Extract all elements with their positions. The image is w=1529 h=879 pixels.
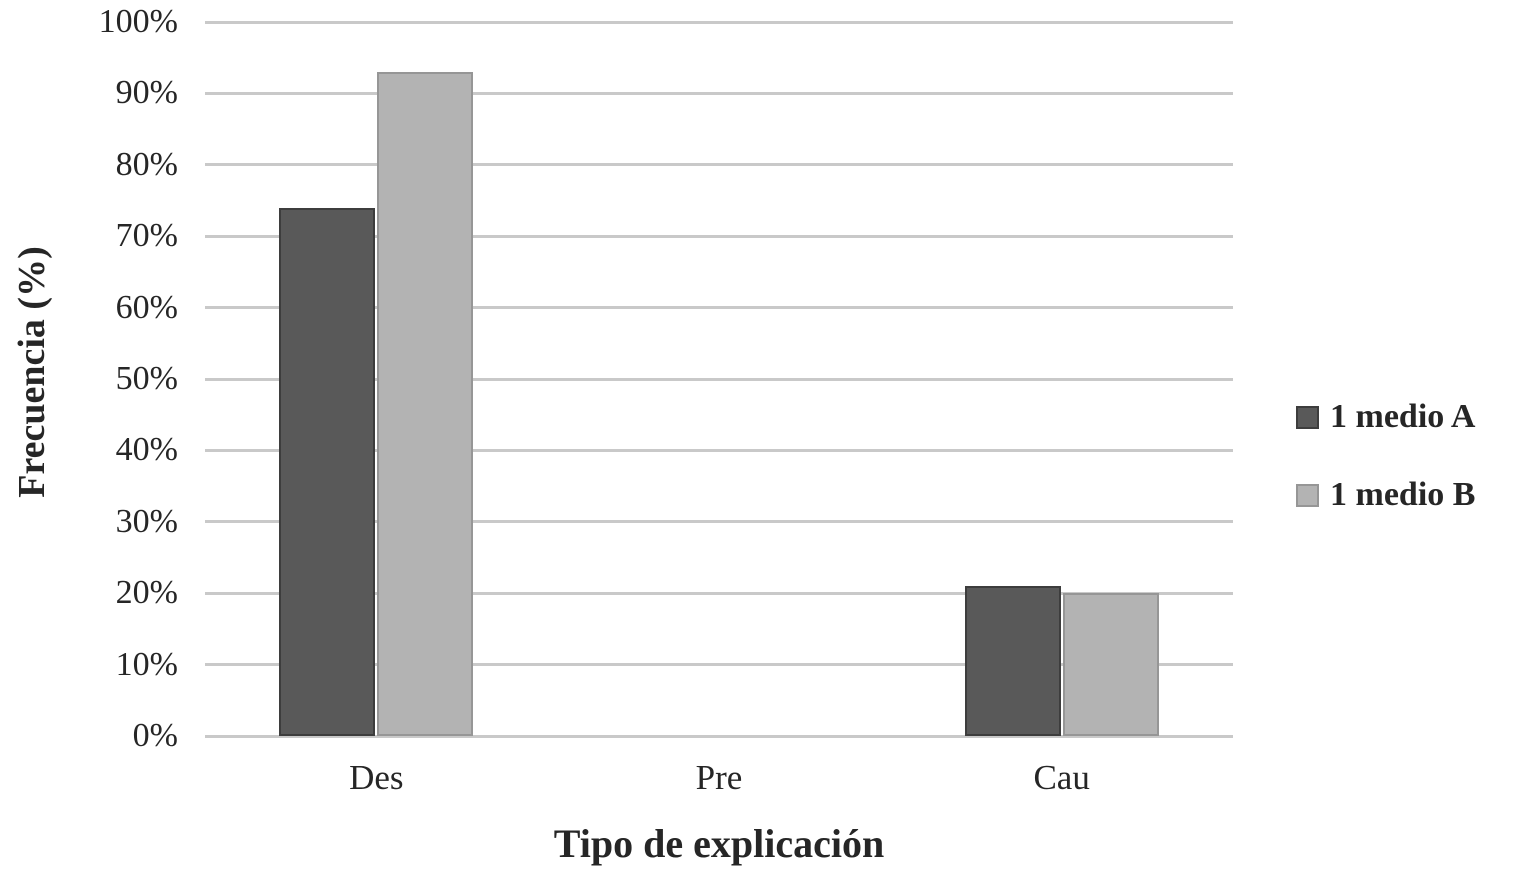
plot-area xyxy=(205,20,1233,738)
y-tick-label-100-: 100% xyxy=(98,3,178,40)
legend-label-1-medio-b: 1 medio B xyxy=(1330,476,1476,513)
y-tick-label-50-: 50% xyxy=(115,360,178,397)
gridline-60- xyxy=(205,306,1233,310)
y-tick-label-40-: 40% xyxy=(115,431,178,469)
legend-swatch-1-medio-b xyxy=(1296,483,1319,507)
legend-label-1-medio-a: 1 medio A xyxy=(1330,398,1476,435)
y-tick-label-60-: 60% xyxy=(115,288,178,326)
legend-swatch-1-medio-a xyxy=(1296,405,1319,429)
gridline-90- xyxy=(205,91,1233,95)
gridline-70- xyxy=(205,234,1233,238)
gridline-50- xyxy=(205,377,1233,381)
gridline-30- xyxy=(205,520,1233,524)
y-tick-label-20-: 20% xyxy=(115,574,178,612)
legend-item-1-medio-b: 1 medio B xyxy=(1296,476,1475,514)
y-tick-label-10-: 10% xyxy=(115,645,178,683)
y-tick-label-0-: 0% xyxy=(132,717,178,754)
gridline-20- xyxy=(205,591,1233,595)
legend-item-1-medio-a: 1 medio A xyxy=(1296,398,1475,436)
gridline-40- xyxy=(205,448,1233,452)
gridline-100- xyxy=(205,20,1233,24)
gridline-80- xyxy=(205,163,1233,167)
gridline-10- xyxy=(205,663,1233,667)
y-tick-label-90-: 90% xyxy=(115,74,178,112)
bar-1-medio-b-des xyxy=(377,71,474,736)
bar-1-medio-a-cau xyxy=(964,586,1061,736)
bar-1-medio-b-cau xyxy=(1062,593,1159,736)
y-tick-label-70-: 70% xyxy=(115,217,178,255)
y-tick-label-80-: 80% xyxy=(115,145,178,183)
y-tick-label-30-: 30% xyxy=(115,502,178,540)
bar-1-medio-a-des xyxy=(279,207,376,736)
x-axis-title: Tipo de explicación xyxy=(553,821,885,866)
x-tick-label-des: Des xyxy=(349,758,404,797)
gridline-0- xyxy=(205,734,1233,738)
x-tick-label-pre: Pre xyxy=(695,758,743,797)
legend: 1 medio A 1 medio B xyxy=(1296,398,1475,554)
x-tick-label-cau: Cau xyxy=(1033,758,1090,797)
